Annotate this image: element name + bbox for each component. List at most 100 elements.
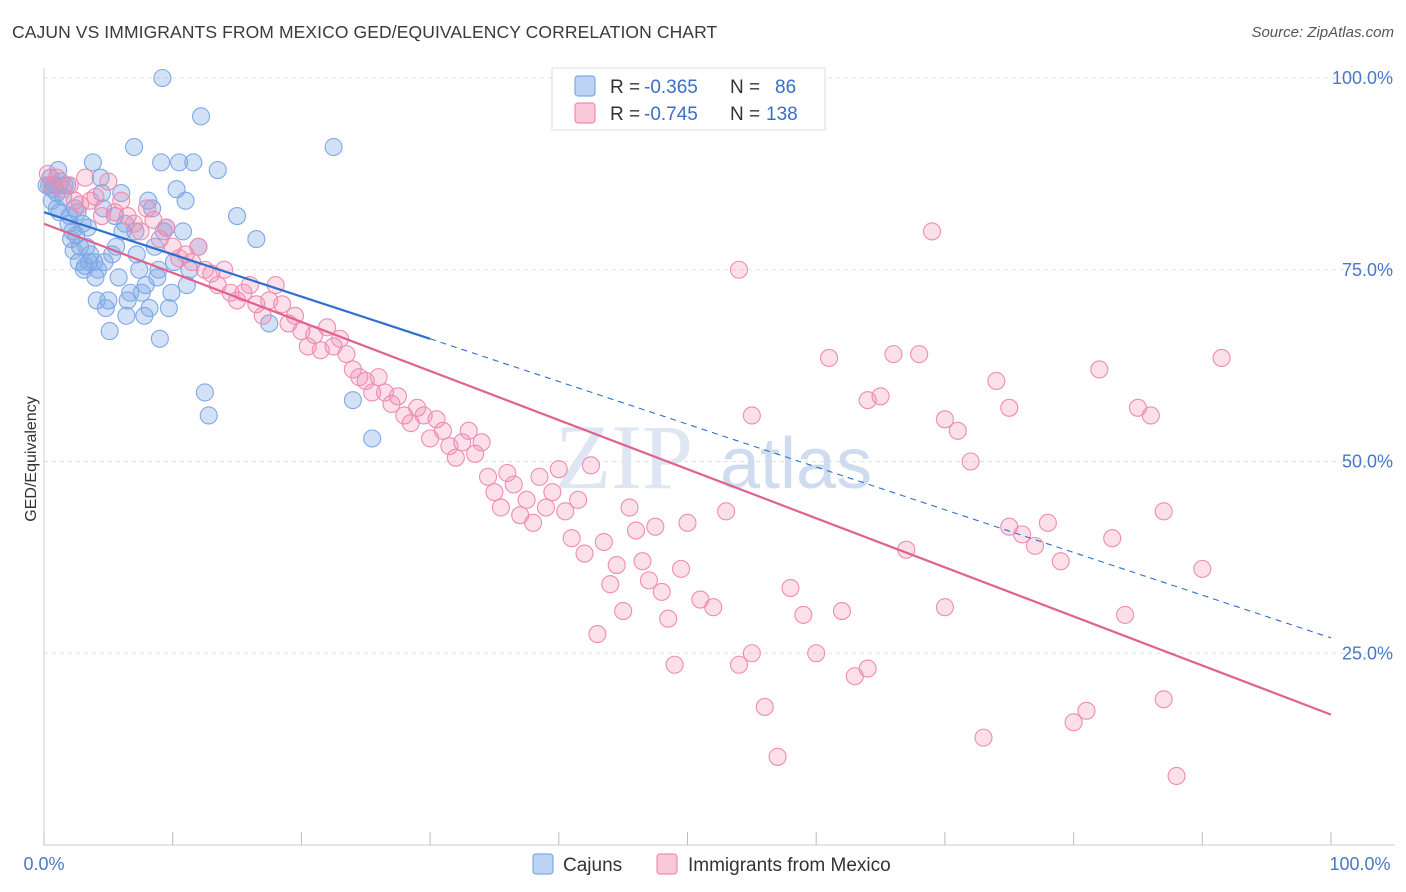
- mexico-point: [858, 391, 877, 410]
- mexico-point: [935, 410, 954, 429]
- cajun-point: [127, 245, 146, 264]
- cajun-point: [170, 153, 189, 172]
- mexico-point: [453, 433, 472, 452]
- mexico-point: [491, 498, 510, 517]
- legend-swatch-cajuns: [574, 75, 596, 97]
- x-tick-label-min: 0.0%: [23, 854, 64, 874]
- mexico-point: [459, 421, 478, 440]
- y-axis-title: GED/Equivalency: [23, 396, 40, 521]
- mexico-point: [742, 406, 761, 425]
- chart-title: CAJUN VS IMMIGRANTS FROM MEXICO GED/EQUI…: [12, 22, 718, 42]
- cajun-point: [100, 322, 119, 341]
- legend-top: R = -0.365 N = 86 R = -0.745 N = 138: [551, 67, 826, 131]
- mexico-point: [215, 260, 234, 279]
- mexico-point: [498, 463, 517, 483]
- mexico-point: [99, 172, 118, 191]
- mexico-point: [652, 582, 671, 601]
- cajun-point: [148, 268, 167, 287]
- y-tick-labels: 100.0% 75.0% 50.0% 25.0%: [1332, 68, 1393, 663]
- mexico-point: [433, 421, 453, 440]
- mexico-point: [781, 579, 800, 598]
- mexico-point: [1025, 536, 1045, 555]
- cajun-point: [191, 107, 211, 126]
- legend-n-value-1: 86: [775, 77, 796, 98]
- mexico-point: [478, 467, 498, 486]
- cajun-point: [363, 429, 382, 448]
- mexico-point: [1193, 559, 1212, 578]
- mexico-point: [601, 575, 620, 594]
- cajun-point: [153, 68, 172, 88]
- mexico-point: [607, 555, 626, 575]
- cajun-point: [143, 199, 162, 218]
- watermark-atlas: atlas: [720, 424, 872, 504]
- legend-r-value-1: -0.365: [644, 77, 698, 98]
- cajun-point: [162, 283, 181, 302]
- mexico-point: [620, 498, 639, 517]
- cajun-point: [54, 187, 73, 206]
- mexico-point: [646, 517, 665, 536]
- mexico-point: [987, 371, 1006, 391]
- cajun-point: [112, 184, 131, 203]
- cajun-point: [184, 153, 203, 172]
- mexico-point: [659, 609, 678, 628]
- cajun-point: [199, 406, 218, 425]
- mexico-point: [704, 598, 723, 617]
- mexico-point: [729, 260, 749, 279]
- mexico-point: [575, 544, 594, 563]
- mexico-point: [388, 387, 407, 406]
- scatter-points: [37, 68, 1231, 786]
- mexico-point: [549, 460, 568, 479]
- mexico-point: [86, 187, 105, 206]
- mexico-point: [273, 295, 292, 314]
- mexico-point: [794, 605, 813, 624]
- cajun-point: [130, 260, 149, 279]
- mexico-point: [858, 659, 877, 678]
- cajun-point: [173, 222, 193, 241]
- mexico-point: [70, 195, 90, 214]
- mexico-point: [1212, 348, 1231, 368]
- mexico-point: [672, 559, 691, 578]
- legend-bottom-label-cajuns: Cajuns: [563, 855, 622, 876]
- mexico-point: [974, 728, 993, 747]
- mexico-point: [118, 207, 137, 226]
- y-tick-label: 100.0%: [1332, 68, 1393, 88]
- cajun-point: [89, 260, 108, 279]
- mexico-point: [343, 360, 362, 379]
- cajun-point: [109, 268, 128, 287]
- mexico-point: [594, 532, 613, 552]
- legend-n-label-1: N =: [730, 77, 760, 98]
- mexico-point: [1090, 360, 1109, 379]
- mexico-point: [562, 529, 581, 548]
- mexico-point: [910, 345, 929, 364]
- mexico-point: [755, 697, 774, 716]
- mexico-point: [408, 398, 427, 417]
- mexico-point: [1000, 398, 1019, 417]
- cajun-point: [99, 291, 118, 310]
- mexico-point: [189, 237, 208, 256]
- mexico-point: [530, 467, 549, 486]
- mexico-point: [504, 475, 523, 494]
- mexico-point: [820, 348, 839, 368]
- cajun-point: [83, 153, 102, 172]
- legend-bottom-swatch-cajuns: [532, 853, 554, 875]
- mexico-point: [948, 421, 967, 440]
- mexico-point: [1038, 513, 1057, 532]
- cajun-point: [195, 383, 214, 402]
- cajun-point: [343, 391, 362, 410]
- mexico-point: [588, 625, 607, 644]
- mexico-point: [1154, 502, 1173, 521]
- mexico-point: [234, 283, 253, 302]
- cajun-point: [159, 299, 178, 318]
- mexico-point: [569, 490, 588, 509]
- x-axis-ticks: [43, 832, 1332, 845]
- mexico-point: [639, 571, 658, 590]
- grid-lines: [44, 77, 1395, 654]
- legend-n-label-2: N =: [730, 104, 760, 125]
- watermark: ZIP atlas: [555, 406, 872, 508]
- trend-lines: [43, 211, 1332, 716]
- mexico-point: [517, 490, 536, 509]
- cajun-point: [95, 253, 114, 272]
- mexico-point: [472, 433, 491, 452]
- y-tick-label: 50.0%: [1342, 452, 1393, 472]
- mexico-point: [556, 502, 575, 521]
